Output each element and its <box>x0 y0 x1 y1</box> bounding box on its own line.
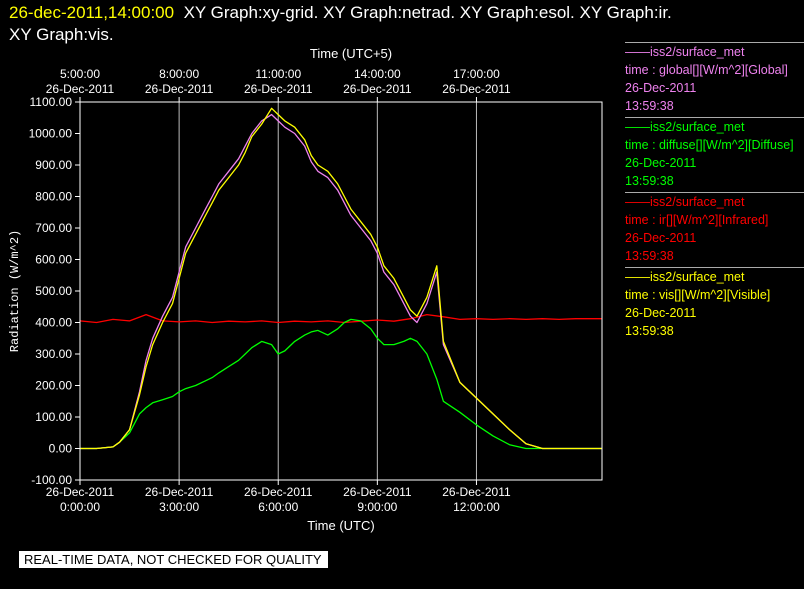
grid-layer <box>79 102 477 480</box>
series-line-global <box>80 113 602 450</box>
y-tick-label: -100.00 <box>31 473 72 487</box>
y-tick-label: 1100.00 <box>30 95 73 109</box>
x-tick-time: 0:00:00 <box>60 500 100 514</box>
x-tick-time: 3:00:00 <box>159 500 199 514</box>
y-tick-label: 300.00 <box>35 347 72 361</box>
legend-source: ——iss2/surface_met <box>625 195 745 209</box>
quality-banner: REAL-TIME DATA, NOT CHECKED FOR QUALITY <box>19 551 328 568</box>
x-tick-time: 9:00:00 <box>357 500 397 514</box>
graph-list-line2: XY Graph:vis. <box>9 25 114 44</box>
legend-date: 26-Dec-2011 <box>625 81 697 95</box>
legend-source: ——iss2/surface_met <box>625 120 745 134</box>
legend-label: time : global[][W/m^2][Global] <box>625 63 788 77</box>
y-tick-label: 100.00 <box>35 410 72 424</box>
x-tick-date: 26-Dec-2011 <box>145 485 214 499</box>
legend-date: 26-Dec-2011 <box>625 156 697 170</box>
plot-frame <box>79 101 603 481</box>
legend-time: 13:59:38 <box>625 249 674 263</box>
legend-separator <box>625 192 804 193</box>
x-top-tick-time: 11:00:00 <box>255 67 301 81</box>
x-tick-time: 12:00:00 <box>453 500 500 514</box>
x-top-tick-time: 8:00:00 <box>159 67 199 81</box>
x-axis-top-title: Time (UTC+5) <box>310 46 392 61</box>
x-top-tick-time: 5:00:00 <box>60 67 100 81</box>
legend-date: 26-Dec-2011 <box>625 231 697 245</box>
legend-time: 13:59:38 <box>625 174 674 188</box>
x-tick-date: 26-Dec-2011 <box>343 485 412 499</box>
y-tick-label: 600.00 <box>35 253 72 267</box>
y-tick-label: 200.00 <box>35 379 72 393</box>
y-tick-label: 0.00 <box>49 442 73 456</box>
y-tick-label: 500.00 <box>35 284 72 298</box>
series-line-ir <box>79 313 602 324</box>
y-tick-label: 800.00 <box>35 190 72 204</box>
x-axis-title: Time (UTC) <box>307 518 374 533</box>
legend-separator <box>625 267 804 268</box>
series-line-diffuse <box>80 318 602 450</box>
x-tick-date: 26-Dec-2011 <box>244 485 313 499</box>
x-top-tick-date: 26-Dec-2011 <box>442 82 511 96</box>
x-axis-bottom: 26-Dec-20110:00:0026-Dec-20113:00:0026-D… <box>46 480 511 514</box>
x-tick-date: 26-Dec-2011 <box>46 485 115 499</box>
legend-time: 13:59:38 <box>625 324 674 338</box>
x-tick-time: 6:00:00 <box>258 500 298 514</box>
x-top-tick-date: 26-Dec-2011 <box>46 82 115 96</box>
x-top-tick-date: 26-Dec-2011 <box>343 82 412 96</box>
y-axis: -100.00 0.00 100.00 200.00 300.00 400.00 500.0… <box>29 95 80 487</box>
x-tick-date: 26-Dec-2011 <box>442 485 511 499</box>
x-top-tick-date: 26-Dec-2011 <box>145 82 214 96</box>
legend-time: 13:59:38 <box>625 99 674 113</box>
series-line-vis <box>80 107 602 450</box>
legend-label: time : diffuse[][W/m^2][Diffuse] <box>625 138 794 152</box>
legend-label: time : ir[][W/m^2][Infrared] <box>625 213 769 227</box>
legend-source: ——iss2/surface_met <box>625 270 745 284</box>
chart-title-bar: 26-dec-2011,14:00:00 XY Graph:xy-grid. X… <box>9 2 799 46</box>
y-tick-label: 900.00 <box>35 158 72 172</box>
x-top-tick-time: 17:00:00 <box>453 67 500 81</box>
legend-date: 26-Dec-2011 <box>625 306 697 320</box>
x-top-tick-time: 14:00:00 <box>354 67 401 81</box>
y-axis-title: Radiation (W/m^2) <box>8 230 22 352</box>
x-axis-top: 5:00:0026-Dec-20118:00:0026-Dec-201111:0… <box>46 67 511 102</box>
x-top-tick-date: 26-Dec-2011 <box>244 82 313 96</box>
y-tick-label: 1000.00 <box>29 127 73 141</box>
legend-source: ——iss2/surface_met <box>625 45 745 59</box>
y-tick-label: 700.00 <box>35 221 72 235</box>
legend-separator <box>625 117 804 118</box>
legend-label: time : vis[][W/m^2][Visible] <box>625 288 771 302</box>
series-layer <box>79 107 602 450</box>
y-tick-label: 400.00 <box>35 316 72 330</box>
legend-separator <box>625 42 804 43</box>
timestamp: 26-dec-2011,14:00:00 <box>9 3 175 22</box>
graph-list: XY Graph:xy-grid. XY Graph:netrad. XY Gr… <box>183 3 672 22</box>
